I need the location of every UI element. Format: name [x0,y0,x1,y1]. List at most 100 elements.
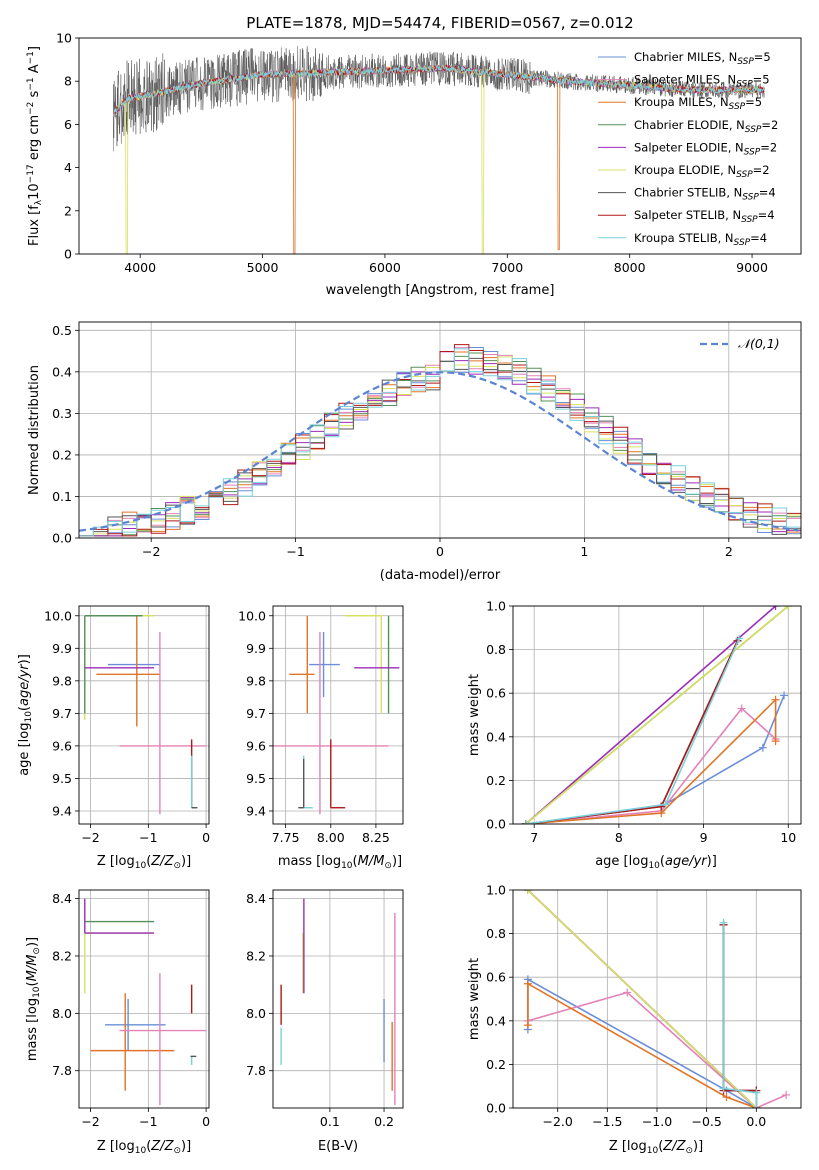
y-tick-label: 0.5 [52,323,72,338]
y-tick-label: 10.0 [44,608,72,623]
y-tick-label: 0.6 [486,686,506,701]
weight-marker [719,918,728,927]
spectrum-ylabel: Flux [fλ10−17 erg cm−2 s−1 A−1] [26,46,44,246]
axes-age_vs_mass: 7.75 8.00 8.25 9.4 9.5 9.6 9.7 9.8 9.9 10.0 [238,605,404,845]
y-tick-label: 0.6 [486,970,506,985]
legend-label: Kroupa STELIB, NSSP=4 [634,231,767,248]
y-tick-label: 10.0 [238,608,266,623]
histogram-series [79,348,801,537]
figure-title: PLATE=1878, MJD=54474, FIBERID=0567, z=0… [246,14,633,32]
y-tick-label: 8.4 [246,891,266,906]
y-tick-label: 0.4 [486,1013,506,1028]
weight-marker [623,988,632,997]
axes-frame [78,37,802,255]
x-tick-label: 0.2 [374,1114,394,1129]
spectrum-xlabel: wavelength [Angstrom, rest frame] [326,283,555,298]
weight-line [527,890,757,1108]
weight-marker [521,820,530,824]
y-tick-label: 6 [64,117,72,132]
weight-line [525,606,777,824]
y-tick-label: 8.4 [52,891,72,906]
x-tick-label: 0.1 [320,1114,340,1129]
y-tick-label: 7.8 [246,1063,266,1078]
axes-frame [78,321,802,539]
y-tick-label: 7.8 [52,1063,72,1078]
legend-label: Salpeter STELIB, NSSP=4 [634,208,775,225]
errorbar-point [84,898,155,934]
plot-area-age_vs_Z [84,615,207,815]
plot-area-mass_vs_EBV [280,898,396,1106]
plot-area-mass_weight_vs_Z [523,890,791,1108]
errorbar-point [190,755,195,809]
x-tick-label: 8.00 [317,830,345,845]
y-tick-label: 8.2 [52,948,72,963]
legend-label: 𝒩(0,1) [738,336,780,351]
weight-marker [523,979,532,988]
weight-marker [771,737,780,746]
x-tick-label: 2 [725,544,733,559]
legend-label: Chabrier ELODIE, NSSP=2 [634,118,778,135]
x-tick-label: 0.0 [746,1114,766,1129]
weight-Z-ylabel: mass weight [467,958,482,1040]
y-tick-label: 8.0 [246,1006,266,1021]
weight-line [525,695,785,824]
age-vs-Z-ylabel: age [log10(age/yr)] [17,654,34,776]
y-tick-label: 0.2 [52,447,72,462]
mass-vs-Z-ylabel: mass [log10(M/M⊙)] [25,937,42,1061]
axes-residuals: −2 −1 0 1 2 0.0 0.1 0.2 0.3 0.4 0.5 𝒩(0,1) [52,321,802,559]
axes-frame [512,605,802,825]
weight-line [525,606,789,824]
x-tick-label: −2 [81,830,99,845]
axes-frame [78,605,210,825]
y-tick-label: 8.2 [246,948,266,963]
x-tick-label: 7.75 [272,830,300,845]
plot-area-age_vs_mass [273,615,400,815]
errorbar-point [330,739,346,809]
y-tick-label: 0.4 [52,364,72,379]
weight-marker [782,1090,791,1099]
y-tick-label: 9.9 [52,641,72,656]
y-tick-label: 9.5 [52,771,72,786]
x-tick-label: 6000 [369,260,401,275]
spectrum-legend: Chabrier MILES, NSSP=5 Salpeter MILES, NS… [598,50,778,248]
weight-marker [722,1093,731,1102]
x-tick-label: 9 [700,830,708,845]
x-tick-label: −2.0 [543,1114,573,1129]
x-tick-label: −1.5 [592,1114,622,1129]
x-tick-label: 9000 [736,260,768,275]
residuals-ylabel: Normed distribution [27,365,42,495]
axes-frame [272,889,404,1109]
weight-marker [719,1084,728,1093]
x-tick-label: −2 [142,544,160,559]
y-tick-label: 1.0 [486,599,506,614]
weight-marker [523,890,532,894]
weight-line [525,697,777,824]
weight-marker [523,1021,532,1030]
x-tick-label: 0 [202,1114,210,1129]
weight-marker [752,1104,761,1108]
weight-line [527,991,787,1108]
weight-line [525,707,777,824]
errorbar-point [84,932,155,994]
legend-label: Chabrier MILES, NSSP=5 [634,50,771,67]
axes-mass_vs_Z: −2 −1 0 7.8 8.0 8.2 8.4 [52,889,210,1129]
axes-frame [512,889,802,1109]
x-tick-label: −1 [139,830,157,845]
weight-line [722,922,758,1108]
y-tick-label: 0.8 [486,926,506,941]
errorbar-point [289,615,315,714]
x-tick-label: 1 [580,544,588,559]
axes-frame [78,889,210,1109]
weight-age-xlabel: age [log10(age/yr)] [595,854,717,871]
x-tick-label: 8000 [614,260,646,275]
x-tick-label: −1 [286,544,304,559]
plot-area-spectrum [112,45,765,254]
axes-frame [272,605,404,825]
mass-vs-Z-xlabel: Z [log10(Z/Z⊙)] [97,1139,191,1156]
y-tick-label: 9.7 [52,706,72,721]
weight-age-ylabel: mass weight [467,674,482,756]
x-tick-label: −1.0 [642,1114,672,1129]
legend-label: Chabrier STELIB, NSSP=4 [634,186,776,203]
weight-line [527,982,757,1108]
legend-label: Kroupa MILES, NSSP=5 [634,95,762,112]
